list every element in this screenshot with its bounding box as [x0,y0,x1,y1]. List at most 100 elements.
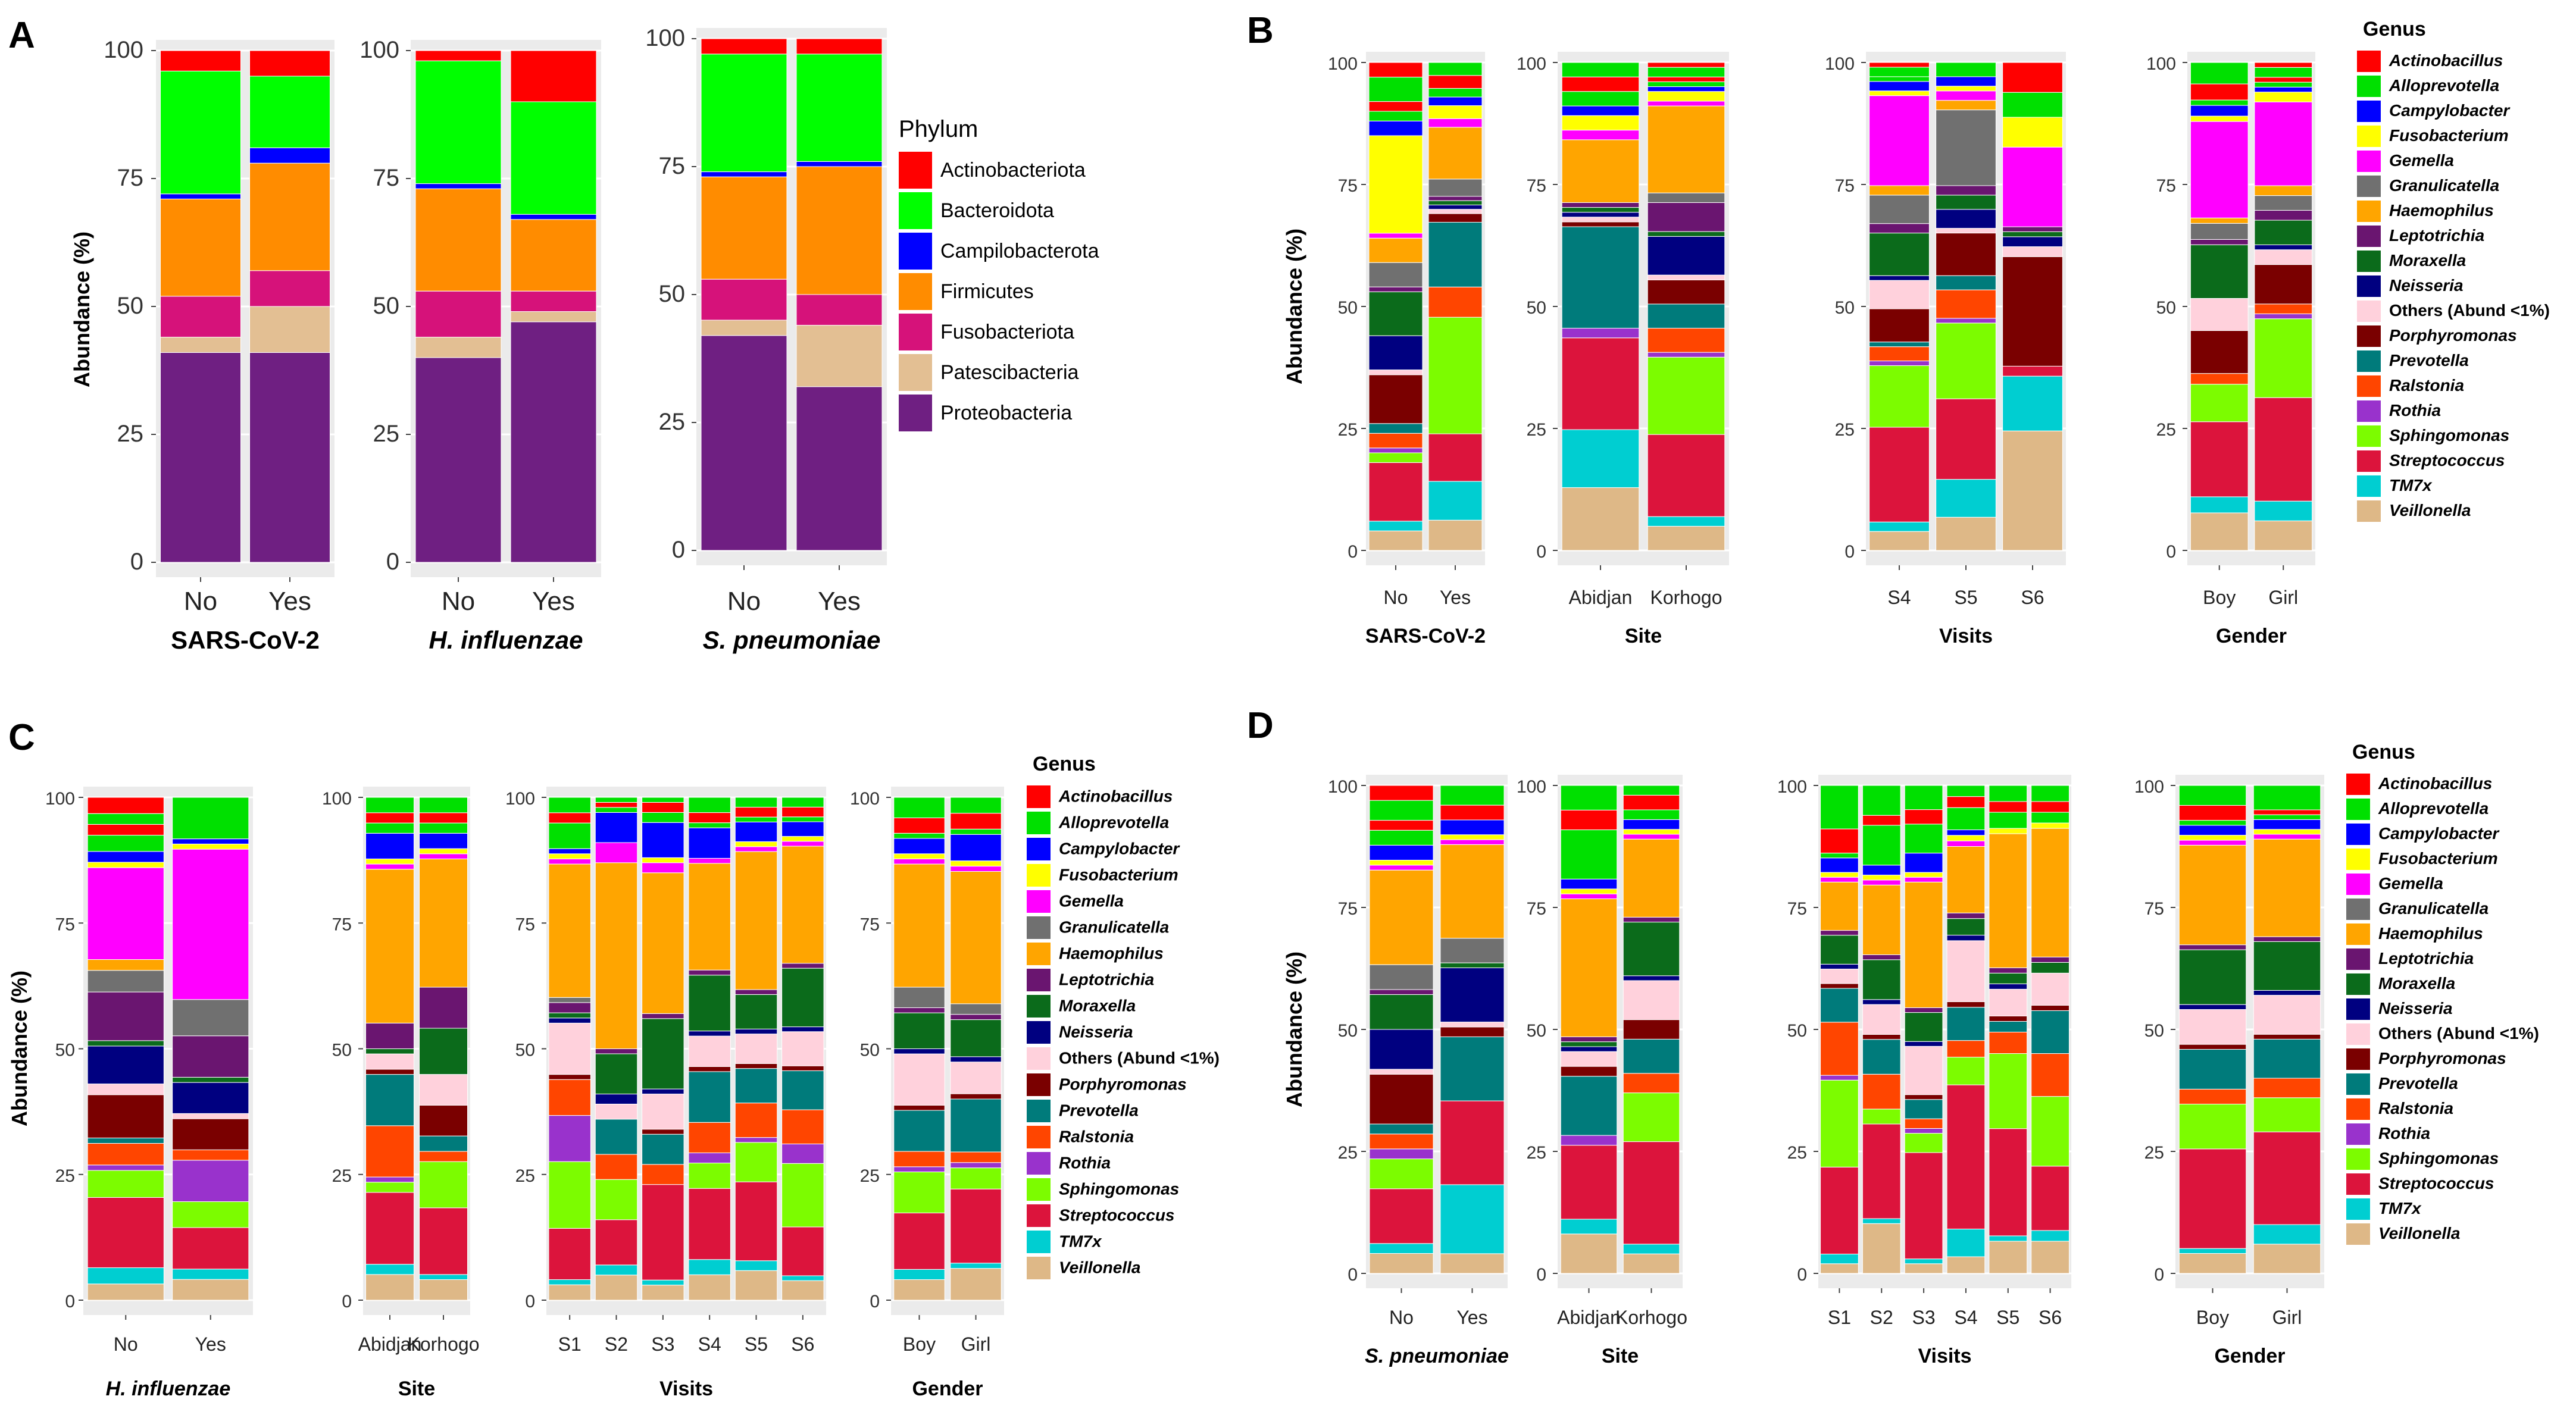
bar-segment-campylobacter-s5 [734,821,778,843]
legend-swatch-rothia [2357,400,2381,422]
bar-segment-fusobacterium-s1 [548,853,591,859]
bar-segment-others-abund-1-abidjan [365,1053,414,1070]
y-tick-label: 50 [860,1041,880,1060]
bar-segment-veillonella-boy [2178,1253,2247,1274]
y-tick-label: 25 [1787,1143,1807,1163]
bar-segment-neisseria-s5 [1936,209,1996,229]
bar-segment-patescibacteria-no [415,337,502,358]
legend-swatch-fusobacteriota [899,314,932,350]
bar-segment-others-abund-1-girl [950,1062,1002,1094]
bar-segment-firmicutes-no [701,176,787,280]
bar-segment-rothia-no [87,1164,164,1171]
bar-segment-actinobacteriota-yes [249,50,330,77]
bar-segment-porphyromonas-s4 [688,1066,731,1072]
bar-segment-rothia-girl [950,1162,1002,1169]
bar-segment-porphyromonas-boy [2178,1044,2247,1050]
bar-segment-actinobacillus-boy [893,817,945,834]
bar-segment-tm7x-s4 [1946,1228,1986,1257]
bar-segment-moraxella-abidjan [1560,1041,1618,1047]
y-tick-label: 75 [1787,899,1807,919]
bar-segment-tm7x-s1 [548,1279,591,1285]
bar-segment-actinobacillus-s1 [1820,828,1859,854]
x-axis-title-h-influenzae: H. influenzae [429,626,583,654]
bar-segment-alloprevotella-s1 [548,822,591,849]
subplot-sars-cov-2: 0 25 50 75 100 No Yes SARS-CoV-2 [104,37,334,654]
bar-segment-leptotrichia-boy [2178,944,2247,950]
legend-swatch-granulicatella [2346,899,2370,920]
bar-segment-patescibacteria-yes [796,325,883,387]
legend-label-ralstonia: Ralstonia [1059,1127,1134,1145]
legend-label-fusobacteriota: Fusobacteriota [940,321,1074,343]
bar-segment-alloprevotella-korhogo [1647,67,1725,77]
bar-segment-sphingomonas-s4 [1946,1057,1986,1085]
bar-segment-actinobacillus-no [87,797,164,814]
bar-segment-ralstonia-s1 [548,1079,591,1116]
legend-swatch-leptotrichia [2357,226,2381,247]
bar-segment-leptotrichia-s2 [595,1048,638,1054]
legend-label-gemella: Gemella [1059,891,1124,910]
bar-segment-leptotrichia-s2 [1862,954,1901,960]
bar-segment-actinobacillus-no [1368,62,1423,78]
legend-label-neisseria: Neisseria [2378,999,2453,1018]
bar-segment-others-abund-1-korhogo [1647,274,1725,280]
bar-segment-haemophilus-s2 [595,862,638,1049]
y-tick-label: 75 [1338,176,1358,196]
bar-segment-ralstonia-s2 [595,1154,638,1180]
legend-swatch-firmicutes [899,273,932,310]
bar-segment-leptotrichia-boy [893,1007,945,1013]
bar-segment-haemophilus-boy [893,863,945,988]
bar-segment-campilobacterota-no [160,193,241,199]
bar-segment-prevotella-s6 [2031,1010,2069,1054]
bar-segment-alloprevotella-boy [893,797,945,818]
bar-segment-veillonella-s5 [1989,1241,2028,1274]
bar-segment-haemophilus-yes [1440,844,1505,939]
y-tick-label: 100 [1517,54,1546,74]
bar-segment-gemella-s2 [595,842,638,863]
bar-segment-campylobacter-abidjan [365,832,414,859]
bar-segment-streptococcus-korhogo [1647,434,1725,517]
x-tick-label-s4: S4 [1954,1307,1977,1328]
bar-segment-moraxella-korhogo [419,1028,468,1075]
bar-segment-haemophilus-s3 [1904,881,1943,1008]
y-tick-label: 50 [1338,1021,1358,1041]
bar-segment-alloprevotella-abidjan [365,822,414,834]
bar-segment-campylobacter-s4 [688,827,731,859]
bar-segment-alloprevotella-boy [2178,820,2247,826]
bar-segment-sphingomonas-boy [2178,1104,2247,1150]
legend-c: Genus Actinobacillus Alloprevotella Campylo… [1027,753,1220,1279]
bar-segment-actinobacillus-s6 [2031,801,2069,813]
bar-segment-porphyromonas-girl [2254,264,2313,305]
bar-segment-moraxella-s4 [688,975,731,1032]
y-tick-label: 50 [1787,1021,1807,1041]
x-axis-title-gender: Gender [2216,625,2287,647]
bar-segment-alloprevotella-s6 [781,816,824,822]
bar-segment-alloprevotella-s6 [2031,812,2069,824]
legend-swatch-sphingomonas [2346,1148,2370,1170]
bar-segment-fusobacteriota-no [415,290,502,338]
bar-segment-moraxella-s6 [2002,231,2063,237]
bar-segment-haemophilus-s6 [2031,828,2069,957]
legend-swatch-streptococcus [1027,1204,1051,1227]
bar-segment-moraxella-yes [172,1076,249,1083]
y-tick-label: 75 [2144,899,2164,919]
y-tick-label: 100 [359,37,399,63]
bar-segment-others-abund-1-s2 [1862,1004,1901,1035]
bar-segment-veillonella-girl [2253,1244,2321,1274]
bar-segment-sphingomonas-yes [1428,317,1483,434]
bar-segment-leptotrichia-yes [172,1035,249,1078]
bar-segment-haemophilus-girl [950,871,1002,1004]
y-tick-label: 50 [1527,298,1546,318]
bar-segment-ralstonia-s2 [1862,1073,1901,1110]
bar-segment-ralstonia-s6 [781,1109,824,1144]
legend-swatch-tm7x [2346,1198,2370,1220]
bar-segment-alloprevotella-abidjan [365,797,414,813]
legend-title: Genus [2352,741,2415,763]
bar-segment-prevotella-abidjan [365,1074,414,1126]
bar-segment-tm7x-s6 [2031,1230,2069,1242]
bar-segment-campylobacter-abidjan [1560,878,1618,890]
bar-segment-moraxella-s3 [1904,1012,1943,1042]
bar-segment-leptotrichia-s6 [781,963,824,969]
bar-segment-patescibacteria-yes [249,306,330,353]
bar-segment-alloprevotella-boy [2190,62,2249,84]
bar-segment-ralstonia-s3 [1904,1118,1943,1129]
